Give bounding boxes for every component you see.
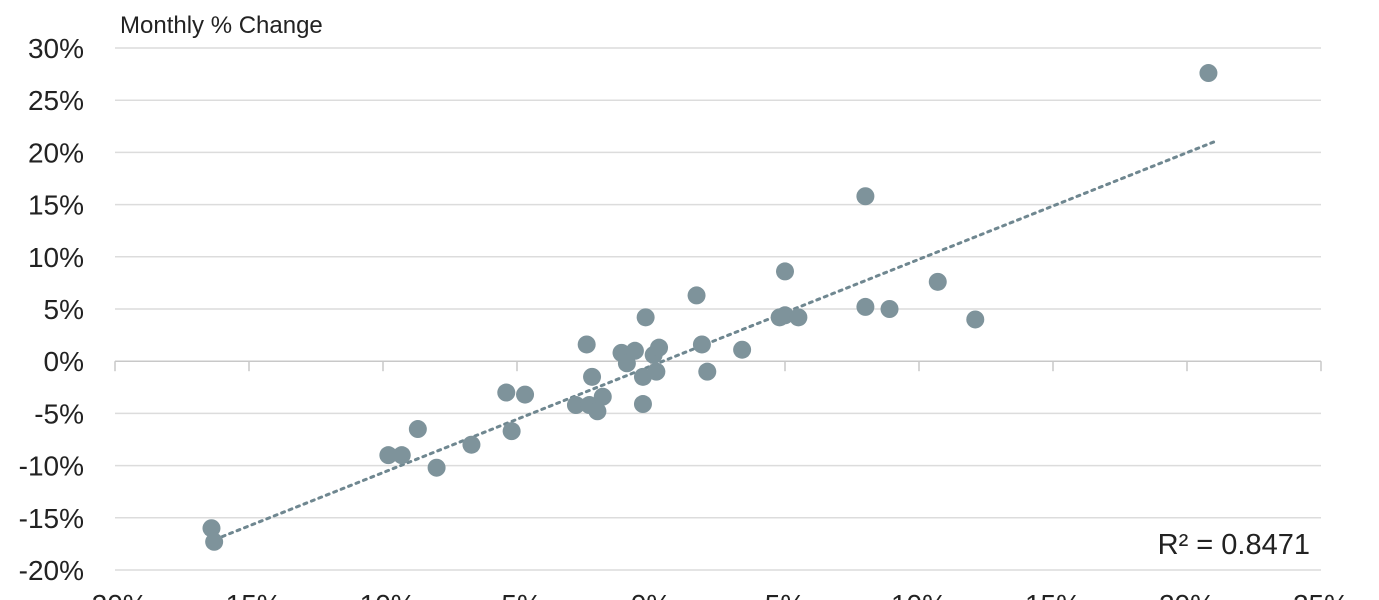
data-point <box>392 446 411 465</box>
data-point <box>625 341 644 360</box>
data-point <box>566 396 585 415</box>
y-tick-label: 30% <box>28 33 84 64</box>
data-point <box>577 335 596 354</box>
data-point <box>776 306 794 325</box>
y-tick-label: 0% <box>44 346 84 377</box>
data-point <box>1199 64 1218 83</box>
y-tick-label: 10% <box>28 242 84 273</box>
y-axis-tick-labels: 30% 25% 20% 15% 10% 5% 0% -5% -10% -15% -20% <box>19 33 84 586</box>
trendline <box>220 140 1216 539</box>
data-point <box>776 262 794 281</box>
data-point <box>698 362 717 381</box>
data-point <box>497 383 516 402</box>
x-tick-label: 5% <box>765 589 805 600</box>
data-point <box>880 300 899 318</box>
data-point <box>502 422 521 441</box>
data-point <box>636 308 655 327</box>
y-tick-label: -20% <box>19 555 84 586</box>
data-point <box>647 362 666 381</box>
y-tick-label: 25% <box>28 85 84 116</box>
r-squared-annotation: R² = 0.8471 <box>1158 529 1310 561</box>
y-tick-label: -15% <box>19 503 84 534</box>
y-tick-label: -10% <box>19 451 84 482</box>
y-tick-label: 15% <box>28 190 84 221</box>
x-axis-ticks <box>114 361 1322 372</box>
data-point <box>733 340 752 359</box>
data-point <box>462 435 481 454</box>
data-point <box>516 385 535 404</box>
data-point <box>588 402 607 421</box>
data-point <box>583 367 602 386</box>
x-tick-label: -5% <box>492 589 542 600</box>
data-points <box>202 64 1218 551</box>
data-point <box>427 458 446 477</box>
data-point <box>966 310 985 329</box>
data-point <box>633 395 652 414</box>
y-tick-label: 5% <box>44 294 84 325</box>
x-axis-tick-labels: -20% -15% -10% -5% 0% 5% 10% 15% 20% 25% <box>82 589 1349 600</box>
x-tick-label: -10% <box>350 589 415 600</box>
data-point <box>928 272 947 291</box>
x-tick-label: -15% <box>216 589 281 600</box>
data-point <box>650 338 669 357</box>
data-point <box>856 187 875 206</box>
y-tick-label: 20% <box>28 137 84 168</box>
data-point <box>379 446 398 465</box>
data-point <box>692 335 711 354</box>
x-tick-label: 20% <box>1159 589 1215 600</box>
data-point <box>205 532 224 551</box>
data-point <box>593 387 612 406</box>
y-tick-label: -5% <box>34 398 84 429</box>
data-point <box>687 286 706 305</box>
data-point <box>856 297 875 316</box>
x-tick-label: 0% <box>631 589 671 600</box>
data-point <box>408 420 427 439</box>
x-tick-label: -20% <box>82 589 147 600</box>
x-tick-label: 10% <box>891 589 947 600</box>
gridlines <box>115 47 1321 571</box>
y-axis-label: Monthly % Change <box>120 12 323 39</box>
x-tick-label: 25% <box>1293 589 1349 600</box>
data-point <box>202 519 221 538</box>
x-tick-label: 15% <box>1025 589 1081 600</box>
data-point <box>789 308 808 327</box>
